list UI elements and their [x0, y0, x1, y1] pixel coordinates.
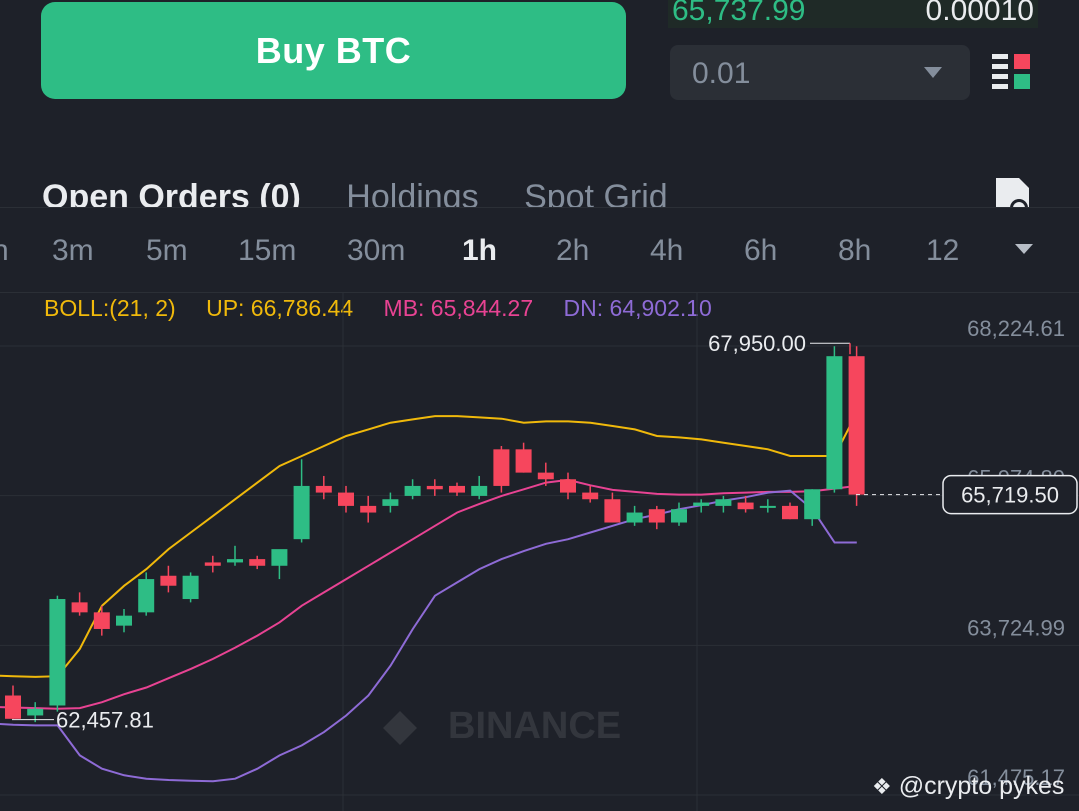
candle-body: [71, 602, 88, 613]
interval-15m[interactable]: 15m: [238, 234, 297, 267]
price-axis-label: 68,224.61: [967, 316, 1065, 341]
candle-body: [49, 599, 66, 706]
orderbook-price: 65,737.99: [672, 0, 806, 27]
tab-open-orders[interactable]: Open Orders (0): [42, 178, 301, 207]
candle-body: [293, 485, 310, 540]
interval-30m[interactable]: 30m: [347, 234, 406, 267]
candle-body: [671, 509, 687, 523]
candle-body: [93, 612, 110, 629]
tab-spot-grid[interactable]: Spot Grid: [524, 178, 668, 207]
interval-2h[interactable]: 2h: [556, 234, 590, 267]
candle-body: [360, 505, 377, 513]
price-step-dropdown[interactable]: 0.01: [670, 45, 970, 100]
credit-watermark: ❖ @crypto pykes: [872, 772, 1064, 801]
buy-btc-button[interactable]: Buy BTC: [41, 2, 626, 99]
candle-body: [604, 499, 621, 523]
interval-1h[interactable]: 1h: [462, 234, 498, 267]
candle-body: [471, 485, 488, 496]
interval-4h[interactable]: 4h: [650, 234, 684, 267]
interval-6h[interactable]: 6h: [744, 234, 778, 267]
boll-upper-line: [0, 412, 858, 678]
tab-holdings[interactable]: Holdings: [346, 178, 479, 207]
candle-body: [249, 559, 266, 566]
candle-body: [404, 485, 421, 496]
candle-body: [804, 489, 821, 520]
candle-body: [426, 485, 443, 490]
candle-body: [848, 356, 865, 495]
high-price-marker: 67,950.00: [708, 331, 806, 356]
candle-body: [227, 559, 243, 563]
candle-body: [693, 502, 710, 506]
interval-bar: n 3m 5m 15m 30m 1h 2h 4h 6h 8h 12: [0, 208, 1079, 293]
candle-body: [27, 708, 44, 716]
candle-body: [582, 492, 599, 500]
binance-logo-icon: [383, 711, 417, 745]
order-tabs: Open Orders (0) Holdings Spot Grid: [42, 178, 704, 207]
credit-text: @crypto pykes: [898, 772, 1065, 800]
trade-panel: Buy BTC 65,737.99 0.00010 0.01 Open Orde…: [0, 0, 1079, 207]
candle-body: [493, 449, 510, 486]
candle-body: [537, 472, 554, 480]
boll-up-value: UP: 66,786.44: [206, 295, 354, 321]
order-history-icon[interactable]: [993, 176, 1031, 207]
boll-mb-value: MB: 65,844.27: [383, 295, 534, 321]
interval-fade: [955, 208, 995, 292]
boll-dn-value: DN: 64,902.10: [563, 295, 712, 321]
price-axis-label: 61,475.17: [967, 765, 1065, 790]
candle-body: [138, 579, 155, 613]
price-axis-label: 63,724.99: [967, 615, 1065, 640]
candle-body: [116, 615, 132, 626]
candle-body: [648, 509, 665, 523]
orderbook-row[interactable]: 65,737.99 0.00010: [668, 0, 1038, 28]
candle-body: [759, 505, 776, 508]
candle-body: [737, 502, 754, 510]
chevron-down-icon: [924, 67, 942, 78]
orderbook-quantity: 0.00010: [925, 0, 1034, 27]
candle-body: [204, 562, 221, 566]
candle-body: [160, 575, 177, 586]
candle-body: [271, 549, 288, 566]
interval-5m[interactable]: 5m: [146, 234, 188, 267]
current-price-text: 65,719.50: [961, 483, 1059, 508]
low-price-marker: 62,457.81: [56, 708, 154, 733]
interval-8h[interactable]: 8h: [838, 234, 872, 267]
candle-body: [826, 356, 843, 490]
current-price-tag: [942, 474, 1078, 515]
watermark-text: BINANCE: [448, 705, 621, 747]
boll-name: BOLL:(21, 2): [44, 295, 176, 321]
interval-12h[interactable]: 12: [926, 234, 960, 267]
candle-body: [5, 695, 21, 719]
price-step-value: 0.01: [692, 57, 751, 90]
candle-body: [182, 575, 199, 600]
interval-more-chevron-icon[interactable]: [1015, 244, 1033, 254]
candle-body: [626, 512, 643, 523]
boll-lower-line: [0, 489, 857, 783]
candle-body: [338, 492, 354, 506]
candle-body: [560, 479, 576, 493]
diamond-logo-icon: ❖: [872, 774, 892, 799]
candle-body: [515, 449, 532, 473]
interval-partial-glyph: n: [0, 208, 9, 292]
candle-body: [382, 499, 399, 506]
boll-middle-line: [0, 478, 857, 710]
orderbook-layout-icon[interactable]: [992, 52, 1032, 92]
boll-legend[interactable]: BOLL:(21, 2) UP: 66,786.44 MB: 65,844.27…: [44, 295, 736, 322]
candle-body: [715, 499, 732, 506]
candle-body: [449, 485, 465, 493]
candlestick-chart[interactable]: BINANCE 68,224.6165,974.8063,724.9961,47…: [0, 208, 1079, 811]
candle-body: [782, 505, 798, 520]
chart-panel: n 3m 5m 15m 30m 1h 2h 4h 6h 8h 12 BOLL:(…: [0, 207, 1079, 811]
interval-3m[interactable]: 3m: [52, 234, 94, 267]
candle-body: [315, 485, 332, 493]
